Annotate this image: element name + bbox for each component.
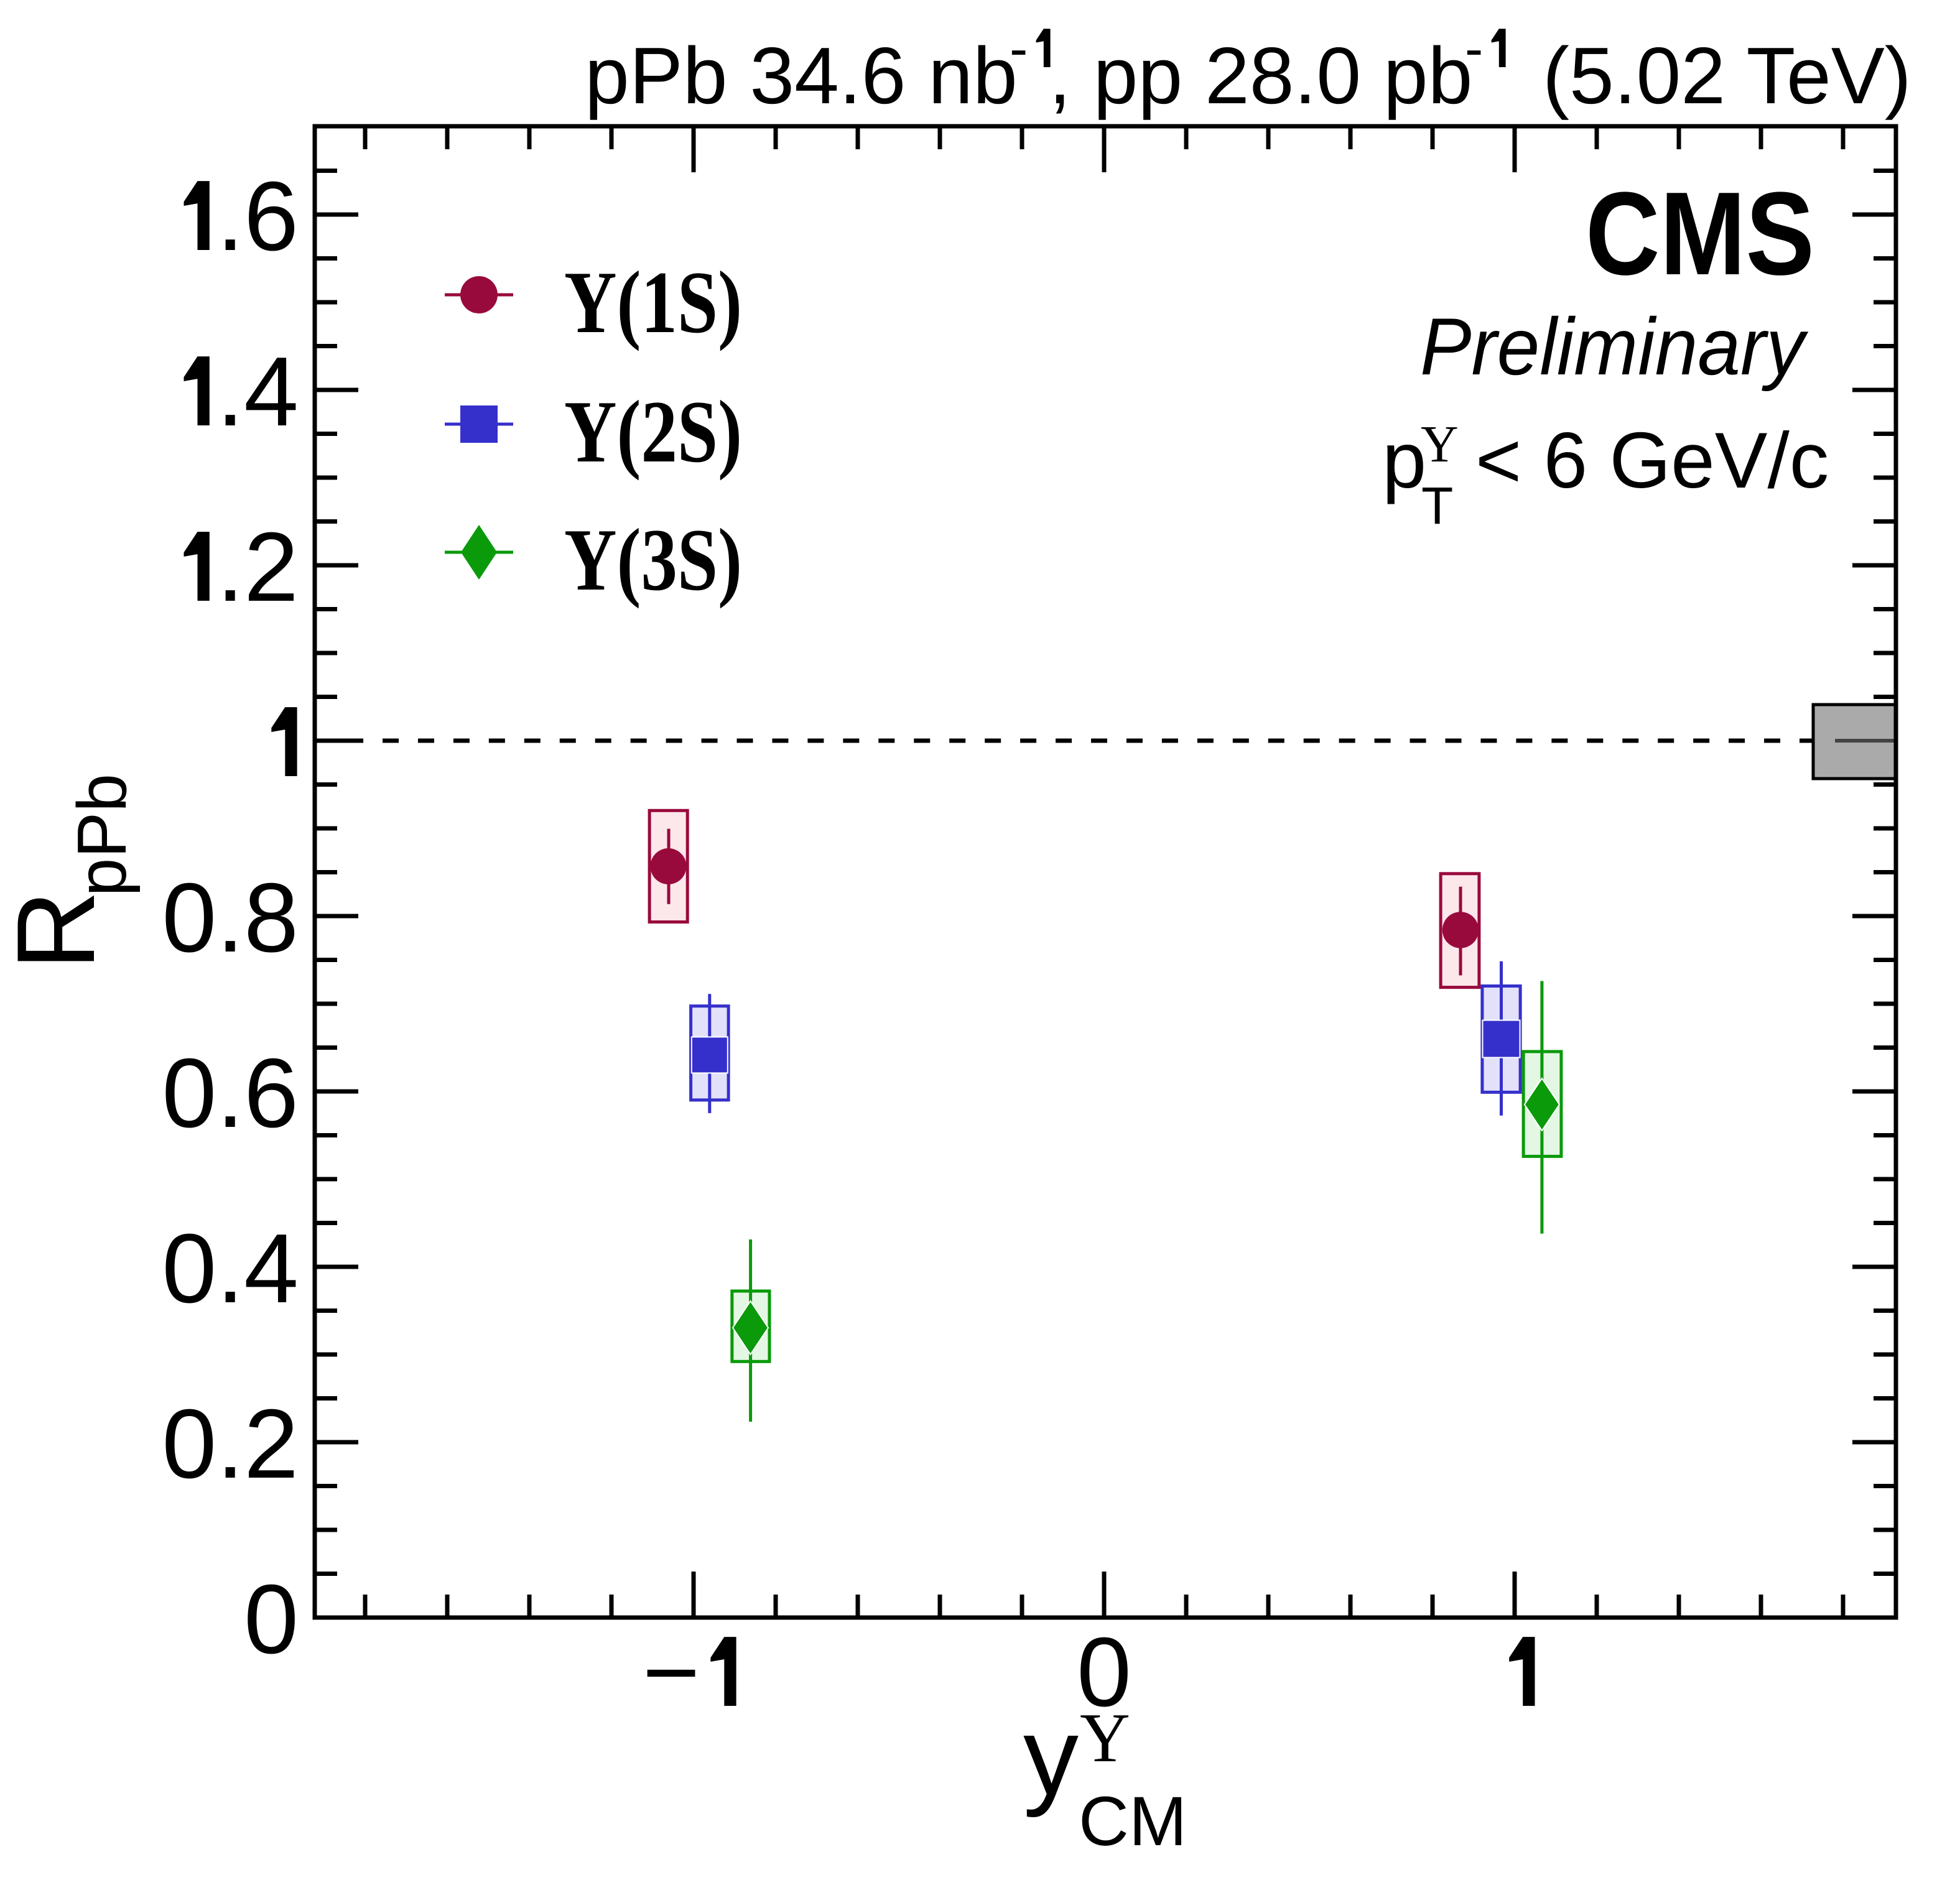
svg-text:-: - — [1465, 17, 1483, 79]
svg-text:0.8: 0.8 — [162, 863, 299, 973]
svg-text:CMS: CMS — [1586, 168, 1814, 300]
svg-text:, pp 28.0 pb: , pp 28.0 pb — [1049, 31, 1472, 121]
svg-text:< 6 GeV/c: < 6 GeV/c — [1475, 416, 1829, 504]
svg-text:CM: CM — [1079, 1782, 1187, 1860]
svg-text:Y: Y — [1080, 1700, 1130, 1777]
svg-text:T: T — [1421, 476, 1453, 535]
svg-text:RpPb: RpPb — [0, 774, 141, 970]
svg-text:Y(2S): Y(2S) — [564, 382, 742, 481]
svg-text:0: 0 — [1077, 1618, 1131, 1727]
svg-text:.4: .4 — [216, 337, 299, 447]
svg-text:Y(3S): Y(3S) — [564, 511, 742, 609]
svg-text:Y(1S): Y(1S) — [564, 253, 742, 351]
svg-text:0.2: 0.2 — [162, 1389, 299, 1499]
svg-text:0.6: 0.6 — [162, 1039, 299, 1148]
svg-text:-: - — [1010, 17, 1028, 79]
svg-text:(5.02 TeV): (5.02 TeV) — [1543, 31, 1911, 121]
svg-text:0.4: 0.4 — [162, 1214, 299, 1323]
svg-text:pPb 34.6 nb: pPb 34.6 nb — [585, 31, 1018, 121]
svg-text:p: p — [1382, 416, 1426, 505]
svg-text:Y: Y — [1421, 415, 1459, 473]
svg-text:−: − — [643, 1618, 700, 1727]
svg-text:.6: .6 — [216, 162, 299, 271]
svg-text:.2: .2 — [216, 512, 299, 622]
svg-text:0: 0 — [244, 1565, 299, 1674]
svg-text:Preliminary: Preliminary — [1420, 301, 1809, 392]
svg-text:y: y — [1023, 1694, 1079, 1818]
